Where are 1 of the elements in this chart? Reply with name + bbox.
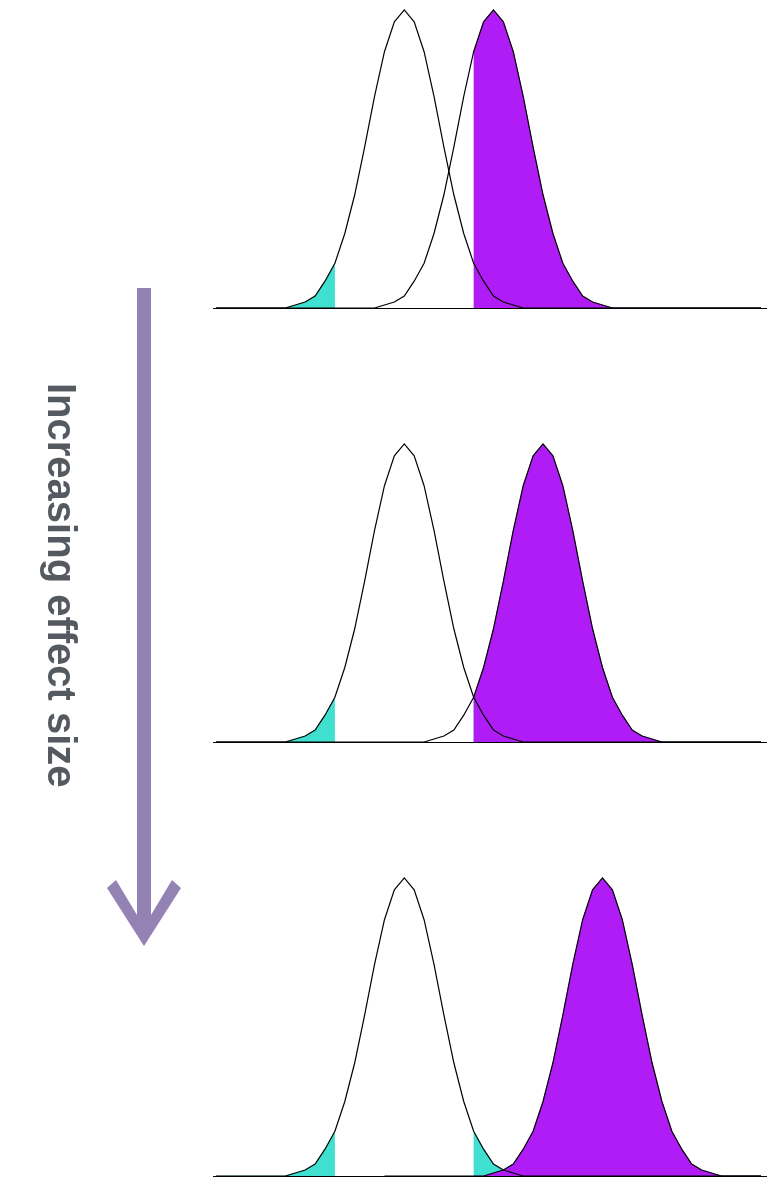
text: Increasing effect size: [40, 383, 84, 788]
